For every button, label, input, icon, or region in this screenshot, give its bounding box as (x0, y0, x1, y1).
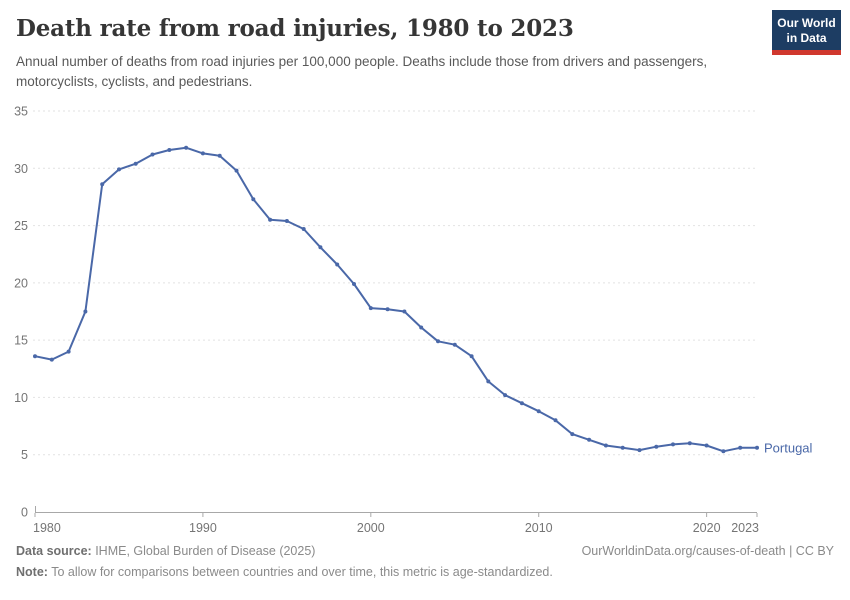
x-tick-label: 2023 (731, 521, 759, 535)
data-point (419, 325, 424, 330)
data-point (738, 445, 743, 450)
data-source-line: Data source: IHME, Global Burden of Dise… (16, 544, 316, 558)
chart-subtitle: Annual number of deaths from road injuri… (16, 54, 708, 89)
data-point (268, 217, 273, 222)
y-tick-label: 35 (14, 105, 28, 119)
y-tick-label: 5 (21, 448, 28, 462)
data-point (150, 152, 155, 157)
data-point (318, 245, 323, 250)
page-title: Death rate from road injuries, 1980 to 2… (16, 15, 574, 42)
data-point (49, 357, 54, 362)
y-tick-label: 20 (14, 276, 28, 290)
data-point (436, 339, 440, 344)
line-chart: 0 5 10 15 20 25 30 35 1980 1990 2000 2010 2020 2023 Po… (0, 95, 850, 540)
owid-logo[interactable]: Our World in Data (772, 10, 841, 55)
data-point (452, 342, 457, 347)
y-tick-label: 0 (21, 506, 28, 520)
data-point (687, 441, 692, 446)
data-point (654, 444, 659, 449)
data-point (368, 306, 373, 311)
data-point (503, 393, 508, 398)
x-tick-label: 2020 (693, 521, 721, 535)
y-tick-label: 10 (14, 391, 28, 405)
data-point (755, 445, 759, 450)
data-point (352, 282, 356, 286)
x-tick-label: 1980 (33, 521, 61, 535)
data-point (704, 443, 709, 448)
data-point (100, 182, 105, 187)
data-point (587, 437, 592, 442)
chart-footer: Data source: IHME, Global Burden of Dise… (16, 541, 834, 583)
x-tick-label: 2000 (357, 521, 385, 535)
data-point (570, 432, 575, 437)
chart-header: Death rate from road injuries, 1980 to 2… (16, 14, 756, 92)
data-point (469, 354, 474, 359)
data-point (200, 151, 205, 156)
entity-label: Portugal (764, 440, 813, 455)
data-point (721, 449, 726, 454)
data-point (133, 161, 138, 166)
data-point (519, 401, 524, 406)
data-point (335, 262, 340, 267)
data-point (671, 442, 675, 447)
owid-logo-red-bar (772, 50, 841, 55)
x-tick-label: 1990 (189, 521, 217, 535)
y-tick-label: 25 (14, 219, 28, 233)
data-point (603, 443, 608, 448)
data-point (536, 409, 541, 414)
y-tick-label: 30 (14, 162, 28, 176)
data-point (284, 219, 289, 223)
data-point (167, 148, 172, 152)
data-point (385, 307, 390, 312)
data-point (251, 197, 256, 202)
data-point (402, 309, 407, 314)
data-point (117, 167, 121, 172)
data-point (620, 445, 625, 450)
data-point (301, 227, 306, 231)
chart-canvas: 0 5 10 15 20 25 30 35 1980 1990 2000 2010 2020 2023 Po… (14, 105, 813, 536)
x-tick-label: 2010 (525, 521, 553, 535)
data-point (486, 379, 491, 384)
data-point (217, 153, 222, 158)
data-point (184, 145, 189, 150)
note-line: Note: To allow for comparisons between c… (16, 565, 553, 579)
owid-logo-text: Our World in Data (772, 10, 841, 50)
data-point (66, 349, 71, 354)
owid-url-link[interactable]: OurWorldinData.org/causes-of-death | CC … (581, 544, 834, 558)
data-point (234, 168, 239, 173)
data-line (34, 146, 758, 453)
data-point (33, 354, 37, 359)
data-point (553, 418, 558, 423)
data-point (83, 309, 88, 314)
y-tick-label: 15 (14, 334, 28, 348)
data-point (637, 448, 642, 453)
